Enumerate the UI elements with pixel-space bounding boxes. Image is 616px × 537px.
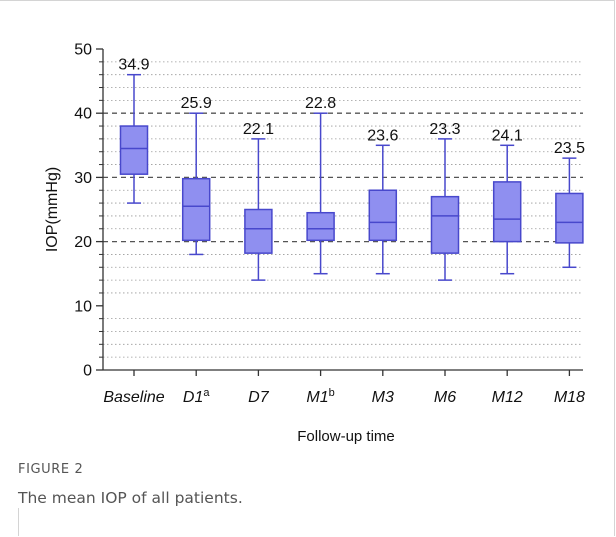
box-d7: 22.1 [243, 121, 274, 281]
mean-label: 23.6 [367, 127, 398, 144]
iqr-box [119, 125, 149, 175]
y-axis-title: IOP(mmHg) [44, 167, 61, 252]
y-tick-label: 50 [74, 42, 92, 59]
box-plot-chart: 34.9 25.9 22.1 22.8 23.6 23.3 24.1 23.5 0 10 20 30… [44, 42, 585, 446]
mean-label: 22.8 [305, 95, 336, 112]
figure-label: FIGURE 2 [18, 462, 84, 477]
x-axis-title: Follow-up time [297, 428, 395, 445]
y-tick-label: 40 [74, 106, 92, 123]
x-tick-label: M1b [306, 387, 334, 406]
x-tick-label: M3 [372, 389, 394, 406]
box-series: 34.9 25.9 22.1 22.8 23.6 23.3 24.1 23.5 [118, 57, 585, 281]
axes [102, 49, 583, 371]
box-baseline: 34.9 [118, 57, 150, 204]
iqr-box [306, 211, 335, 242]
box-m12: 24.1 [492, 127, 523, 275]
iqr-box [244, 208, 273, 254]
y-tick-label: 30 [74, 170, 92, 187]
y-tick-label: 0 [83, 363, 92, 380]
figure-caption: The mean IOP of all patients. [18, 489, 243, 507]
y-tick-label: 20 [74, 234, 92, 251]
x-tick-label: Baseline [103, 389, 164, 406]
x-tick-label: D1a [183, 387, 210, 406]
x-tick-label: M6 [434, 389, 456, 406]
mean-label: 25.9 [181, 95, 212, 112]
x-tick-label: D7 [248, 389, 270, 406]
y-ticks: 0 10 20 30 40 50 [74, 42, 103, 380]
iqr-box [430, 195, 460, 254]
x-tick-label: M12 [492, 389, 523, 406]
mean-label: 34.9 [118, 57, 149, 74]
box-d1: 25.9 [181, 95, 212, 256]
caption-rule [18, 508, 19, 536]
iqr-box [555, 192, 584, 244]
box-m6: 23.3 [429, 121, 461, 281]
iqr-box [492, 181, 522, 243]
box-m18: 23.5 [554, 140, 585, 269]
y-tick-label: 10 [74, 298, 92, 315]
box-m3: 23.6 [367, 127, 398, 275]
x-tick-label: M18 [554, 389, 585, 406]
mean-label: 22.1 [243, 121, 274, 138]
box-m1: 22.8 [305, 95, 336, 275]
iqr-box [181, 177, 211, 242]
x-ticks: Baseline D1a D7 M1b M3 M6 M12 M18 [103, 370, 585, 406]
iqr-box [368, 189, 398, 242]
mean-label: 23.5 [554, 140, 585, 157]
mean-label: 23.3 [429, 121, 460, 138]
mean-label: 24.1 [492, 127, 523, 144]
